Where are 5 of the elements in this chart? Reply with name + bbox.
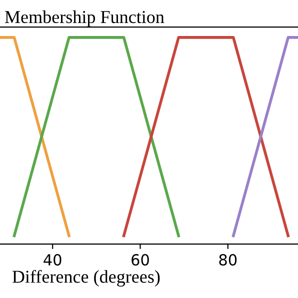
x-axis-title: Difference (degrees) (12, 270, 160, 287)
chart-title: Membership Function (4, 10, 164, 27)
x-tick-label: 40 (44, 254, 62, 266)
x-tick-label: 80 (219, 254, 237, 266)
x-tick-label: 60 (132, 254, 149, 266)
